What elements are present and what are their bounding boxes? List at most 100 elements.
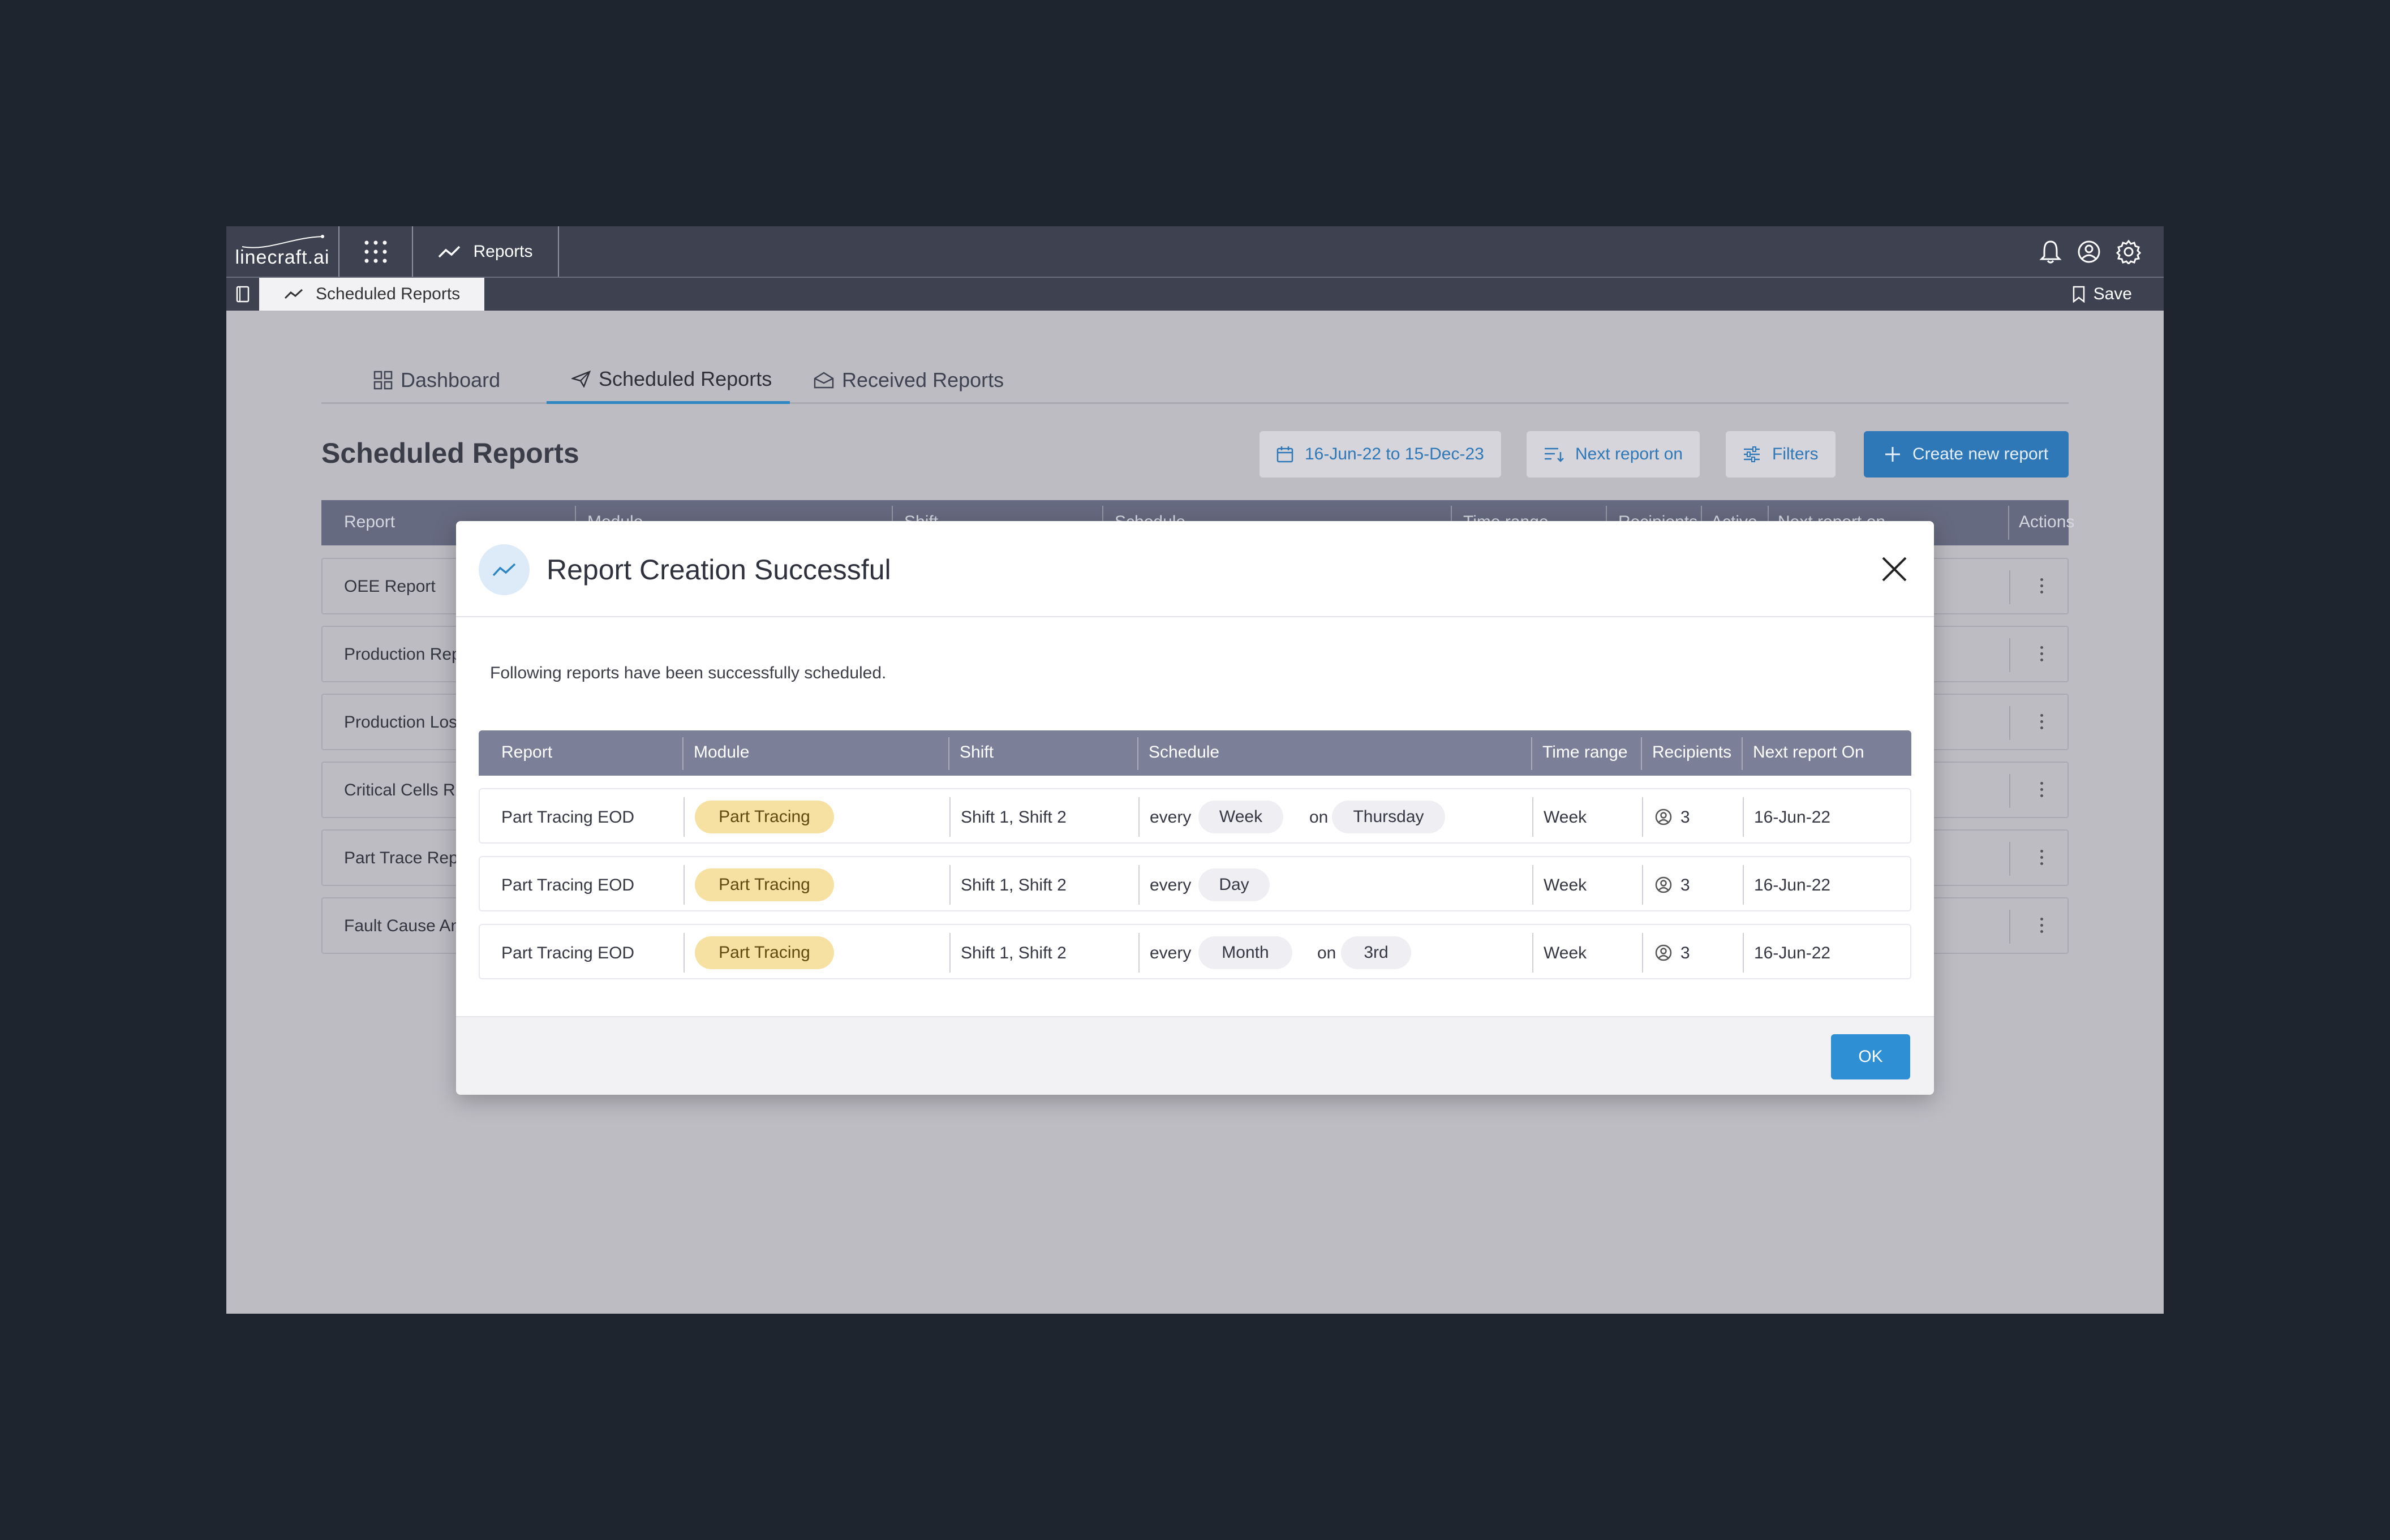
next-report-date: 16-Jun-22 bbox=[1754, 944, 1831, 962]
shift-value: Shift 1, Shift 2 bbox=[961, 808, 1067, 827]
logo[interactable]: linecraft.ai bbox=[226, 226, 339, 277]
page-title: Scheduled Reports bbox=[321, 437, 579, 469]
recipients-count: 3 bbox=[1680, 808, 1690, 827]
next-report-date: 16-Jun-22 bbox=[1754, 808, 1831, 827]
save-button[interactable]: Save bbox=[2072, 278, 2164, 311]
schedule-every: every bbox=[1150, 808, 1192, 827]
user-account-icon[interactable] bbox=[2077, 239, 2101, 264]
settings-gear-icon[interactable] bbox=[2116, 239, 2141, 264]
create-label: Create new report bbox=[1912, 445, 2049, 463]
schedule-period: Week bbox=[1198, 801, 1283, 833]
schedule-day: 3rd bbox=[1341, 936, 1411, 969]
create-new-report-button[interactable]: Create new report bbox=[1864, 431, 2069, 478]
filters-button[interactable]: Filters bbox=[1726, 431, 1836, 478]
filters-label: Filters bbox=[1772, 445, 1819, 463]
send-icon bbox=[571, 370, 591, 388]
col-actions: Actions bbox=[2019, 513, 2075, 531]
next-report-date: 16-Jun-22 bbox=[1754, 876, 1831, 894]
sort-label: Next report on bbox=[1575, 445, 1683, 463]
schedule-day: Thursday bbox=[1332, 801, 1445, 833]
module-tab-reports[interactable]: Reports bbox=[413, 226, 559, 277]
logo-swoosh-icon bbox=[242, 235, 324, 248]
page-tabs: Dashboard Scheduled Reports Received Rep… bbox=[321, 356, 2069, 404]
time-range-value: Week bbox=[1544, 876, 1587, 894]
tab-scheduled-reports[interactable]: Scheduled Reports bbox=[259, 278, 484, 311]
success-dialog: Report Creation Successful Following rep… bbox=[456, 521, 1934, 1095]
bookmark-icon bbox=[2073, 286, 2084, 303]
grid-icon bbox=[373, 371, 393, 390]
col-schedule: Schedule bbox=[1149, 743, 1220, 762]
row-report-name: OEE Report bbox=[344, 577, 436, 596]
save-label: Save bbox=[2093, 285, 2132, 303]
col-time-range: Time range bbox=[1542, 743, 1628, 762]
schedule-every: every bbox=[1150, 876, 1192, 894]
notification-bell-icon[interactable] bbox=[2039, 239, 2062, 264]
schedule-every: every bbox=[1150, 944, 1192, 962]
col-next-report: Next report On bbox=[1753, 743, 1864, 762]
dialog-footer: OK bbox=[456, 1016, 1934, 1095]
module-tab-label: Reports bbox=[473, 242, 533, 261]
pages-button[interactable] bbox=[226, 278, 259, 311]
filter-sliders-icon bbox=[1744, 446, 1760, 462]
row-actions-icon[interactable] bbox=[2040, 575, 2044, 597]
row-actions-icon[interactable] bbox=[2040, 914, 2044, 936]
user-icon bbox=[1655, 944, 1672, 961]
report-name: Part Tracing EOD bbox=[501, 944, 635, 962]
tab-bar: Scheduled Reports Save bbox=[226, 277, 2164, 311]
ok-button[interactable]: OK bbox=[1831, 1034, 1910, 1079]
dialog-header: Report Creation Successful bbox=[456, 521, 1934, 617]
shift-value: Shift 1, Shift 2 bbox=[961, 876, 1067, 894]
schedule-period: Month bbox=[1198, 936, 1292, 969]
calendar-icon bbox=[1276, 446, 1293, 463]
dialog-title: Report Creation Successful bbox=[547, 554, 891, 586]
table-row: Part Tracing EOD Part Tracing Shift 1, S… bbox=[479, 856, 1911, 911]
tab-scheduled[interactable]: Scheduled Reports bbox=[547, 356, 790, 404]
row-actions-icon[interactable] bbox=[2040, 778, 2044, 801]
top-bar: linecraft.ai Reports bbox=[226, 226, 2164, 277]
time-range-value: Week bbox=[1544, 808, 1587, 827]
sort-button[interactable]: Next report on bbox=[1527, 431, 1700, 478]
row-report-name: Production Los bbox=[344, 713, 458, 732]
tab-dashboard-label: Dashboard bbox=[401, 368, 501, 392]
module-badge: Part Tracing bbox=[695, 801, 834, 833]
report-name: Part Tracing EOD bbox=[501, 808, 635, 827]
dialog-message: Following reports have been successfully… bbox=[490, 664, 887, 682]
module-badge: Part Tracing bbox=[695, 936, 834, 969]
logo-text: linecraft.ai bbox=[235, 247, 330, 268]
row-actions-icon[interactable] bbox=[2040, 711, 2044, 733]
col-shift: Shift bbox=[960, 743, 994, 762]
module-badge: Part Tracing bbox=[695, 868, 834, 901]
schedule-period: Day bbox=[1198, 868, 1270, 901]
trend-icon bbox=[439, 246, 461, 257]
row-report-name: Critical Cells Re bbox=[344, 781, 465, 799]
date-range-button[interactable]: 16-Jun-22 to 15-Dec-23 bbox=[1260, 431, 1501, 478]
schedule-on: on bbox=[1317, 944, 1336, 962]
tab-received-label: Received Reports bbox=[842, 368, 1004, 392]
time-range-value: Week bbox=[1544, 944, 1587, 962]
row-report-name: Fault Cause An bbox=[344, 917, 461, 935]
date-range-label: 16-Jun-22 to 15-Dec-23 bbox=[1305, 445, 1484, 463]
trend-icon bbox=[479, 544, 530, 595]
tab-received[interactable]: Received Reports bbox=[814, 356, 1004, 404]
sort-icon bbox=[1545, 448, 1564, 462]
col-module: Module bbox=[694, 743, 750, 762]
shift-value: Shift 1, Shift 2 bbox=[961, 944, 1067, 962]
apps-grid-icon bbox=[364, 240, 387, 263]
col-report: Report bbox=[344, 513, 396, 531]
close-icon[interactable] bbox=[1877, 552, 1911, 586]
col-report: Report bbox=[501, 743, 553, 762]
schedule-on: on bbox=[1309, 808, 1329, 827]
tab-dashboard[interactable]: Dashboard bbox=[373, 356, 500, 404]
row-actions-icon[interactable] bbox=[2040, 643, 2044, 665]
row-report-name: Production Rep bbox=[344, 645, 461, 664]
row-report-name: Part Trace Rep bbox=[344, 849, 458, 867]
app-launcher-button[interactable] bbox=[339, 226, 413, 277]
recipients-count: 3 bbox=[1680, 944, 1690, 962]
tab-scheduled-label: Scheduled Reports bbox=[599, 367, 772, 390]
table-row: Part Tracing EOD Part Tracing Shift 1, S… bbox=[479, 924, 1911, 979]
row-actions-icon[interactable] bbox=[2040, 846, 2044, 868]
inbox-icon bbox=[814, 372, 834, 389]
report-name: Part Tracing EOD bbox=[501, 876, 635, 894]
trend-icon bbox=[284, 289, 303, 299]
plus-icon bbox=[1885, 447, 1900, 462]
